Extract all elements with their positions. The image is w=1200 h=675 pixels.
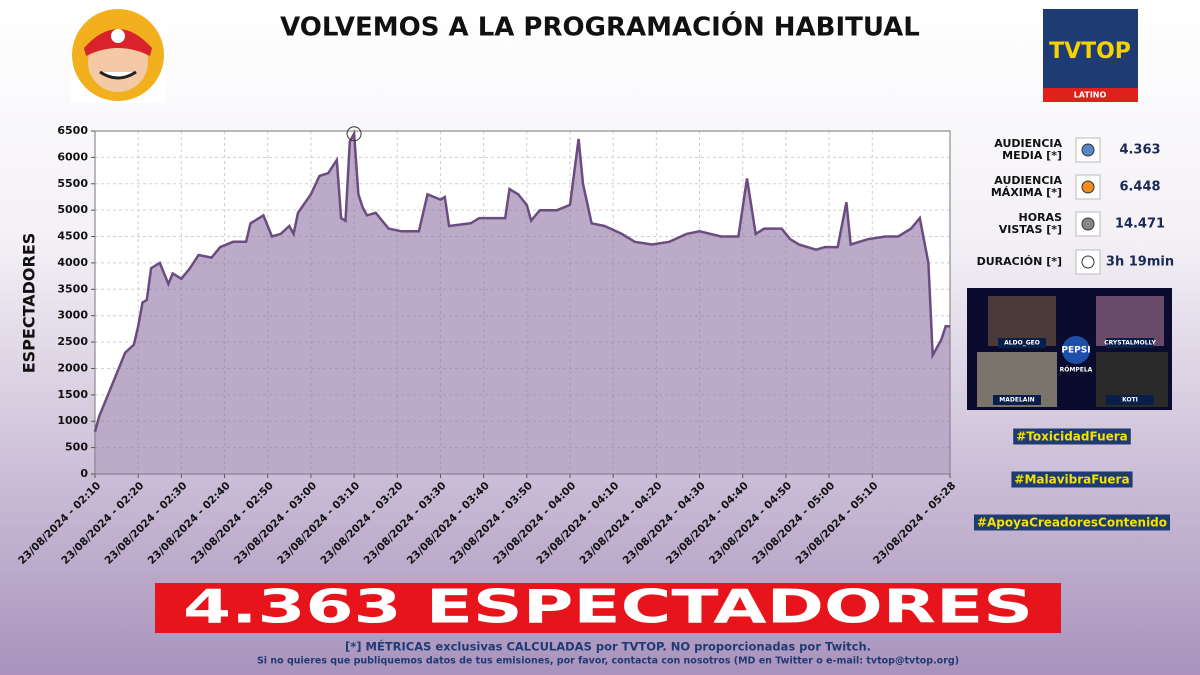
name-label: KOTI: [1122, 397, 1138, 404]
hashtag: #ToxicidadFuera: [1016, 430, 1128, 444]
y-tick-label: 3000: [57, 309, 88, 322]
y-tick-label: 1500: [57, 388, 88, 401]
stat-label: AUDIENCIA: [994, 137, 1062, 150]
area-fill: [95, 133, 950, 474]
hashtag-box: [973, 514, 1171, 531]
brand: PEPSI: [1061, 346, 1090, 356]
stat-value: 14.471: [1115, 217, 1165, 232]
hashtag: #ApoyaCreadoresContenido: [977, 516, 1167, 530]
banner-text: 4.363 ESPECTADORES: [183, 580, 1033, 634]
name-tag: [1106, 395, 1154, 405]
y-tick-label: 500: [65, 441, 88, 454]
stat-icon-glyph: [1081, 255, 1095, 269]
name-tag: [998, 338, 1046, 348]
y-tick-label: 3500: [57, 282, 88, 295]
stat-label: HORAS: [1019, 211, 1063, 224]
y-tick-label: 1000: [57, 414, 88, 427]
stat-icon-glyph: [1081, 180, 1095, 194]
footer-contact: Si no quieres que publiquemos datos de t…: [257, 656, 959, 667]
logo-text: TVTOP: [1049, 39, 1131, 64]
y-tick-label: 5000: [57, 203, 88, 216]
stat-label: AUDIENCIA: [994, 174, 1062, 187]
name-tag: [1106, 338, 1154, 348]
stat-label: MEDIA [*]: [1002, 149, 1062, 162]
name-label: ALDO_GEO: [1004, 340, 1040, 347]
peak-marker: [346, 126, 362, 142]
stat-label: VISTAS [*]: [999, 223, 1062, 236]
stat-value: 3h 19min: [1106, 255, 1174, 270]
banner-box: [155, 583, 1061, 633]
line: [93, 129, 950, 433]
hashtag-box: [1011, 471, 1133, 488]
logo-sub: LATINO: [1074, 91, 1107, 100]
stat-label: DURACIÓN [*]: [977, 255, 1062, 268]
name-label: MADELAIN: [999, 397, 1034, 404]
y-tick-label: 6000: [57, 150, 88, 163]
thumbnail: [967, 288, 1172, 410]
y-tick-label: 5500: [57, 177, 88, 190]
avatar: [71, 8, 166, 103]
y-tick-label: 4500: [57, 230, 88, 243]
stat-label: MÁXIMA [*]: [991, 186, 1062, 199]
stat-icon-glyph: [1081, 143, 1095, 157]
y-tick-label: 2500: [57, 335, 88, 348]
name-label: CRYSTALMOLLY: [1104, 340, 1156, 347]
y-tick-label: 6500: [57, 124, 88, 137]
brand-sub: RÓMPELA: [1060, 367, 1093, 374]
name-tag: [993, 395, 1041, 405]
stat-icon-glyph: [1081, 217, 1095, 231]
stat-value: 6.448: [1119, 180, 1160, 195]
hashtag-box: [1013, 428, 1131, 445]
title: VOLVEMOS A LA PROGRAMACIÓN HABITUAL: [280, 11, 920, 43]
y-axis-label: ESPECTADORES: [20, 233, 39, 374]
stat-value: 4.363: [1119, 143, 1160, 158]
y-tick-label: 0: [80, 467, 88, 480]
stat-icon: [1075, 174, 1101, 200]
y-tick-label: 2000: [57, 361, 88, 374]
y-tick-label: 4000: [57, 256, 88, 269]
footer-note: [*] MÉTRICAS exclusivas CALCULADAS por T…: [345, 639, 871, 654]
logo: TVTOP LATINO: [1043, 9, 1138, 102]
hashtag: #MalavibraFuera: [1014, 473, 1129, 487]
